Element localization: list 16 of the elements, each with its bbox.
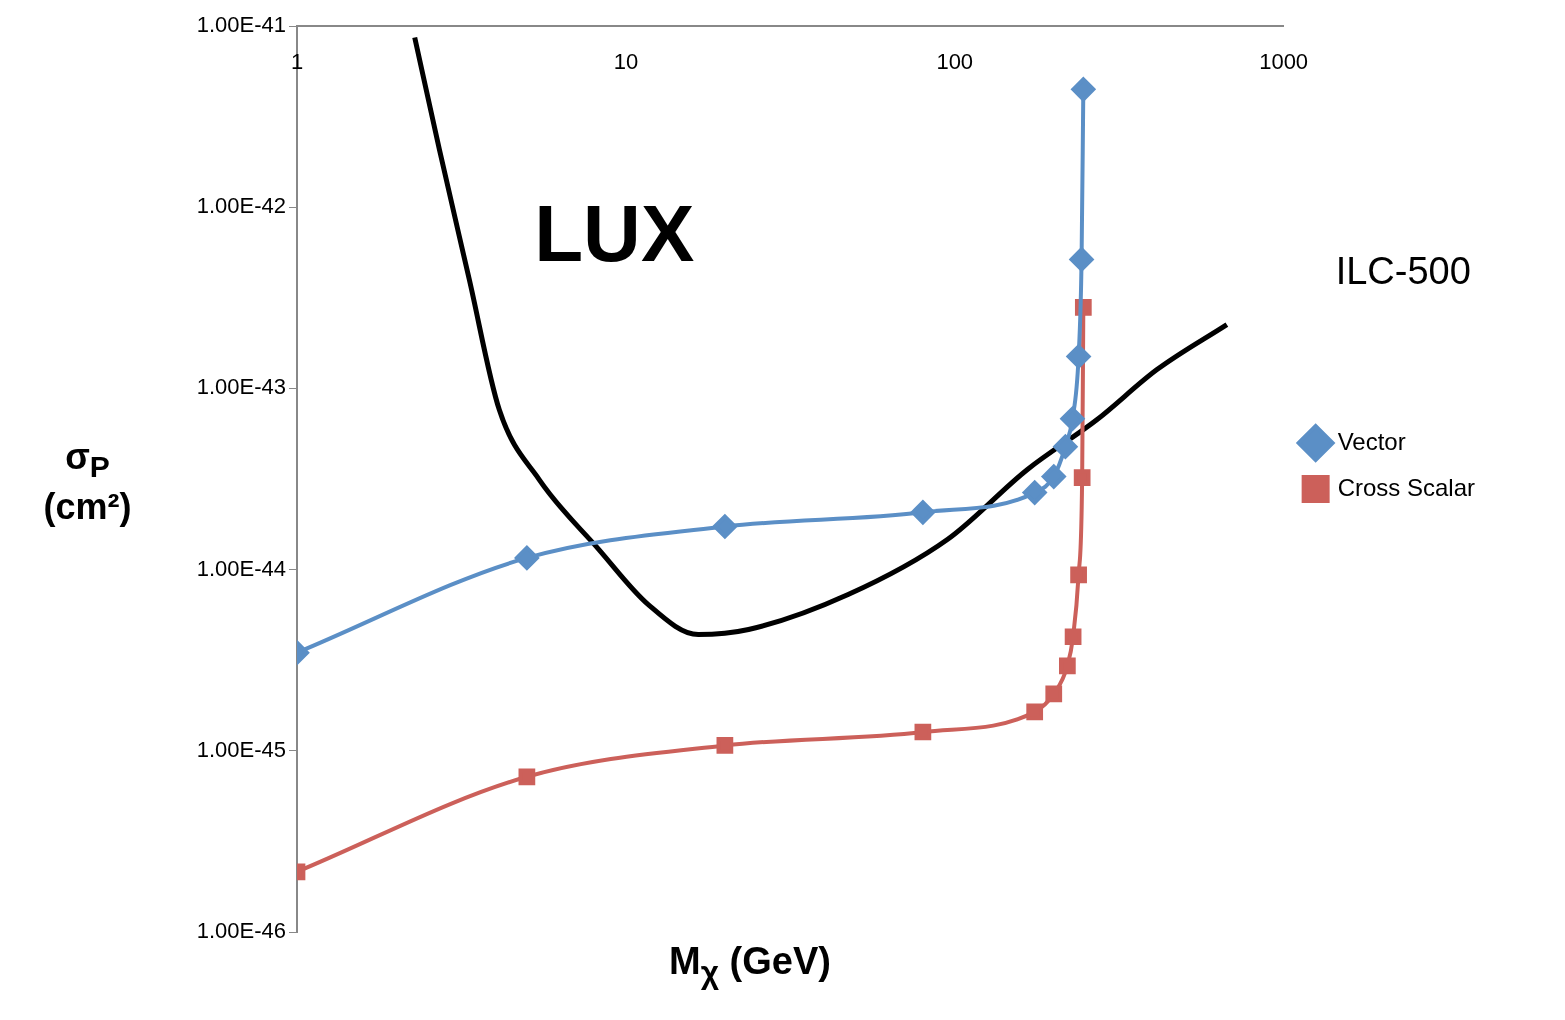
- x-tick-label: 10: [613, 49, 639, 75]
- text: ILC-500: [1335, 250, 1471, 293]
- legend-label: Cross Scalar: [1337, 473, 1476, 501]
- series-label: LUX: [534, 189, 695, 279]
- legend-label: Vector: [1337, 427, 1406, 455]
- y-axis-title: σ$_{P}$ (cm²): [42, 435, 133, 529]
- x-tick-label: 1000: [1259, 49, 1309, 75]
- y-tick-label: 1.00E-44: [196, 555, 286, 581]
- y-tick-label: 1.00E-45: [196, 736, 286, 762]
- x-tick-label: 1: [290, 49, 304, 75]
- x-axis-title: M$_{χ}$ (GeV): [668, 940, 832, 991]
- y-tick-label: 1.00E-42: [196, 193, 286, 219]
- y-tick-label: 1.00E-41: [196, 12, 286, 38]
- y-tick-label: 1.00E-46: [196, 918, 286, 944]
- x-tick-label: 100: [936, 49, 974, 75]
- y-tick-label: 1.00E-43: [196, 374, 286, 400]
